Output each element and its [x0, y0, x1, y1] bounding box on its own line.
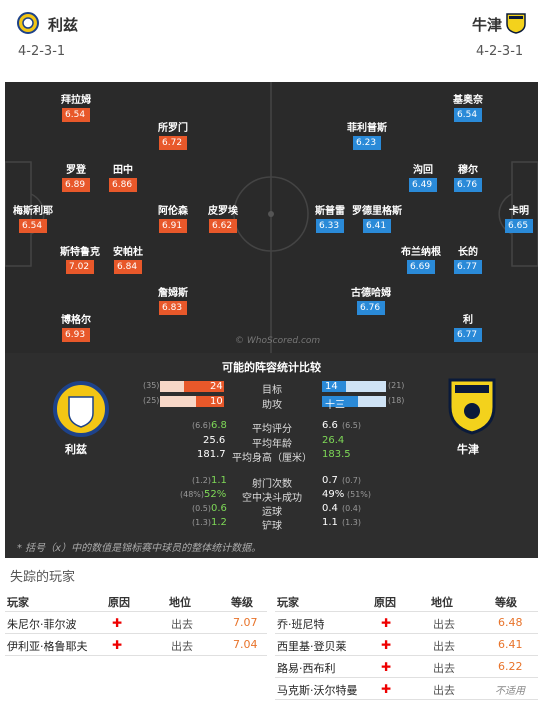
home-player-8[interactable]: 斯特鲁克 7.02 [60, 247, 100, 274]
goals-away-bar [322, 381, 386, 392]
injury-cross-icon: ✚ [112, 638, 123, 652]
home-missing-row[interactable]: 朱尼尔·菲尔波 ✚ 出去 7.07 [5, 612, 267, 634]
leeds-large-crest-icon[interactable] [53, 379, 109, 445]
assists-away-fill [322, 396, 358, 407]
goals-away-fill [322, 381, 346, 392]
away-player-5[interactable]: 斯普雷 6.33 [315, 206, 345, 233]
away-missing-header: 玩家 原因 地位 等级 [275, 590, 538, 612]
oxford-large-crest-icon[interactable] [447, 377, 497, 435]
away-missing-row[interactable]: 乔·班尼特 ✚ 出去 6.48 [275, 612, 538, 634]
injury-cross-icon: ✚ [381, 660, 392, 674]
home-player-4[interactable]: 田中 6.86 [93, 164, 153, 192]
watermark: © WhoScored.com [235, 336, 321, 346]
away-formation: 4-2-3-1 [476, 44, 524, 59]
away-player-4[interactable]: 穆尔 6.76 [438, 164, 498, 192]
away-player-3[interactable]: 沟回 6.49 [393, 164, 453, 192]
assists-home-bar [160, 396, 224, 407]
home-formation: 4-2-3-1 [18, 44, 66, 59]
away-stats-team: 牛津 [457, 443, 479, 456]
away-missing-row[interactable]: 马克斯·沃尔特曼 ✚ 出去 不适用 [275, 678, 538, 700]
away-player-2[interactable]: 菲利普斯 6.23 [347, 123, 387, 150]
home-player-3[interactable]: 罗登 6.89 [46, 164, 106, 192]
match-header: 利兹 4-2-3-1 牛津 4-2-3-1 [0, 0, 538, 80]
missing-title: 失踪的玩家 [10, 570, 76, 585]
away-player-11[interactable]: 利 6.77 [438, 314, 498, 342]
away-missing-row[interactable]: 西里基·登贝莱 ✚ 出去 6.41 [275, 634, 538, 656]
stats-footnote: * 括号（x）中的数值是锦标赛中球员的整体统计数据。 [17, 543, 262, 554]
home-missing-row[interactable]: 伊利亚·格鲁耶夫 ✚ 出去 7.04 [5, 634, 267, 656]
home-stats-team: 利兹 [65, 443, 87, 456]
pitch-lines [5, 82, 538, 353]
away-player-10[interactable]: 古德哈姆 6.76 [351, 288, 391, 315]
goals-home-fill [184, 381, 224, 392]
home-player-1[interactable]: 拜拉姆 6.54 [61, 95, 91, 122]
home-player-7[interactable]: 皮罗埃 6.62 [208, 206, 238, 233]
lineup-comparison: 可能的阵容统计比较 利兹 牛津 (35) 24 目标 14 (21) (25) … [5, 353, 538, 558]
injury-cross-icon: ✚ [381, 682, 392, 696]
home-player-2[interactable]: 所罗门 6.72 [158, 123, 188, 150]
home-player-5[interactable]: 梅斯利耶 6.54 [13, 206, 53, 233]
away-player-6[interactable]: 罗德里格斯 6.41 [352, 206, 402, 233]
home-player-9[interactable]: 安帕杜 6.84 [113, 247, 143, 274]
injury-cross-icon: ✚ [112, 616, 123, 630]
away-player-7[interactable]: 卡明 6.65 [489, 205, 538, 233]
away-team-name[interactable]: 牛津 [472, 16, 503, 34]
home-team-name[interactable]: 利兹 [48, 16, 79, 34]
away-player-1[interactable]: 基奥奈 6.54 [453, 95, 483, 122]
home-missing-header: 玩家 原因 地位 等级 [5, 590, 267, 612]
injury-cross-icon: ✚ [381, 616, 392, 630]
home-player-6[interactable]: 阿伦森 6.91 [158, 206, 188, 233]
home-player-10[interactable]: 詹姆斯 6.83 [158, 288, 188, 315]
away-missing-row[interactable]: 路易·西布利 ✚ 出去 6.22 [275, 656, 538, 678]
comparison-title: 可能的阵容统计比较 [222, 361, 321, 374]
home-player-11[interactable]: 博格尔 6.93 [61, 315, 91, 342]
away-player-8[interactable]: 布兰纳根 6.69 [401, 247, 441, 274]
leeds-crest-icon[interactable] [17, 12, 39, 34]
pitch: 拜拉姆 6.54 所罗门 6.72 罗登 6.89 田中 6.86 梅斯利耶 6.54 阿… [5, 82, 538, 353]
injury-cross-icon: ✚ [381, 638, 392, 652]
away-player-9[interactable]: 长的 6.77 [438, 246, 498, 274]
assists-home-fill [196, 396, 224, 407]
oxford-crest-icon[interactable] [505, 12, 527, 34]
